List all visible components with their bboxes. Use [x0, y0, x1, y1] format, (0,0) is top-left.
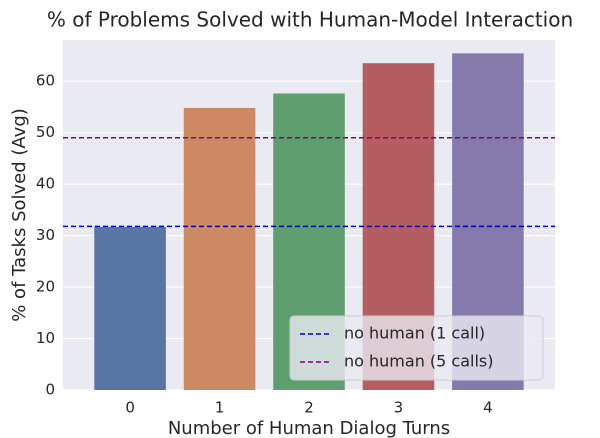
x-tick-label: 2: [304, 399, 314, 417]
x-tick-label: 4: [483, 399, 493, 417]
bar: [94, 226, 166, 390]
y-tick-label: 0: [45, 381, 55, 399]
legend-label: no human (5 calls): [344, 352, 494, 371]
chart-title: % of Problems Solved with Human-Model In…: [47, 8, 573, 32]
y-tick-label: 50: [36, 123, 55, 141]
bar: [183, 107, 256, 391]
y-axis-label: % of Tasks Solved (Avg): [9, 108, 30, 322]
y-tick-label: 60: [36, 72, 55, 90]
y-tick-label: 10: [36, 329, 55, 347]
x-axis-label: Number of Human Dialog Turns: [168, 418, 450, 438]
y-tick-label: 20: [36, 278, 55, 296]
x-tick-label: 0: [125, 399, 135, 417]
legend-box: [289, 315, 544, 381]
y-tick-label: 30: [36, 226, 55, 244]
x-tick-label: 3: [394, 399, 404, 417]
legend: no human (1 call) no human (5 calls): [289, 315, 544, 381]
y-tick-label: 40: [36, 175, 55, 193]
x-tick-label: 1: [215, 399, 225, 417]
legend-label: no human (1 call): [344, 324, 485, 343]
reference-lines: [63, 137, 555, 228]
